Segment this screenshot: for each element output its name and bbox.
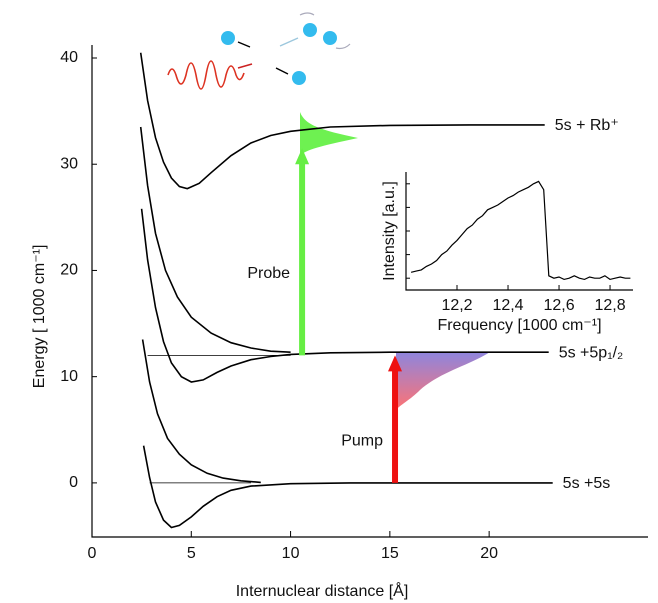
x-axis-title: Internuclear distance [Å] (236, 581, 409, 600)
x-tick-label: 0 (88, 545, 97, 562)
x-tick-label: 5 (187, 545, 196, 562)
y-tick-label: 10 (60, 368, 78, 385)
inset-axes (405, 172, 633, 291)
y-axis-title: Energy [ 1000 cm⁻¹] (31, 245, 48, 389)
curve (139, 52, 545, 190)
transition-label: Pump (341, 432, 383, 449)
curve (140, 208, 549, 383)
probe-wavepacket (300, 112, 358, 156)
pump-wavepacket (396, 352, 490, 410)
x-axis-title: Frequency [1000 cm⁻¹] (437, 317, 601, 334)
x-tick-label: 10 (282, 545, 300, 562)
x-tick-label: 15 (381, 545, 399, 562)
curve (410, 180, 631, 281)
y-tick-label: 30 (60, 155, 78, 172)
x-tick-label: 12,2 (441, 297, 472, 314)
transition-arrow (388, 355, 403, 483)
x-tick-label: 12,8 (594, 297, 625, 314)
transition-arrow (295, 148, 310, 356)
transition-label: Probe (247, 265, 290, 282)
curve-label: 5s + Rb⁺ (555, 117, 619, 134)
collision-cartoon (167, 12, 351, 90)
curve (141, 339, 261, 484)
y-tick-label: 40 (60, 49, 78, 66)
x-tick-label: 12,4 (492, 297, 523, 314)
curve (139, 126, 291, 353)
y-axis-title: Intensity [a.u.] (381, 181, 398, 281)
curve-label: 5s +5p₁/₂ (559, 344, 624, 361)
y-tick-label: 20 (60, 262, 78, 279)
x-tick-label: 12,6 (543, 297, 574, 314)
curve-label: 5s +5s (563, 475, 611, 492)
x-tick-label: 20 (480, 545, 498, 562)
curve (142, 445, 553, 529)
y-tick-label: 0 (69, 474, 78, 491)
